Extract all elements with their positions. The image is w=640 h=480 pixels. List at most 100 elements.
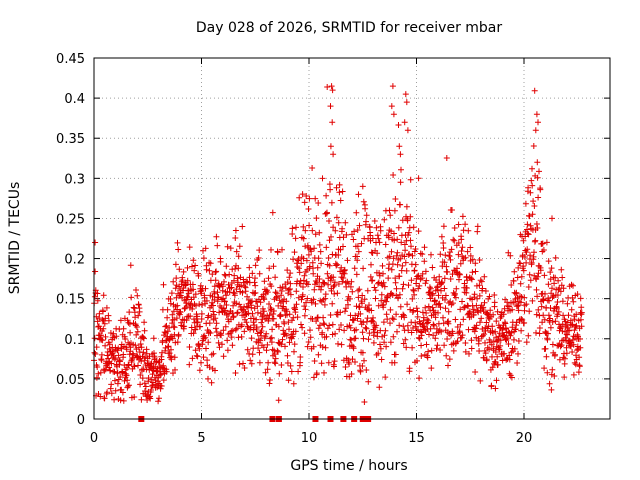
data-point [333,262,340,269]
data-point [515,338,522,344]
data-point [285,377,292,384]
data-point [483,319,490,326]
data-point [312,195,319,202]
data-point [279,336,286,343]
data-point [545,281,552,288]
data-point [388,103,395,110]
data-point [205,339,212,346]
data-point [402,336,409,343]
data-point [436,300,443,307]
data-point [244,346,251,353]
data-point [386,207,393,214]
data-point [392,196,399,202]
data-point [194,353,201,360]
data-point [559,298,566,305]
data-point [135,301,142,308]
data-point [405,229,412,236]
data-point [361,296,368,303]
data-point [192,291,199,298]
data-point [476,292,483,299]
data-point [242,288,249,295]
data-point [505,303,512,310]
data-point [230,302,237,309]
data-point [419,309,426,316]
data-point [309,316,316,322]
data-point [102,333,109,340]
data-point [450,236,457,243]
data-point [449,207,455,213]
data-point [474,228,481,235]
data-point [360,198,367,205]
data-point [165,343,172,350]
data-point [179,294,185,301]
data-point [274,249,281,256]
data-point [295,368,302,375]
data-point [376,272,383,279]
data-point [296,269,303,276]
data-point [542,345,549,352]
data-point [540,296,547,303]
data-point [368,307,375,314]
data-point [368,249,375,256]
chart-title: Day 028 of 2026, SRMTID for receiver mba… [196,20,503,36]
data-point [303,278,310,285]
data-point [286,339,293,346]
data-point [454,338,461,345]
data-point [292,309,299,316]
data-point [541,272,548,279]
data-point [515,307,522,314]
data-point [391,230,397,237]
data-point [414,357,420,364]
data-point [376,270,383,276]
data-point [464,248,471,255]
data-point [378,356,385,363]
data-point [131,394,138,400]
data-point [170,308,177,315]
data-point [413,305,420,312]
y-tick-label: 0.3 [64,172,85,187]
data-point [452,290,458,297]
data-point [108,390,115,397]
data-point [407,176,414,183]
data-point [335,340,341,347]
data-point [235,279,241,286]
data-point [359,183,366,190]
data-point [271,351,278,358]
data-point [290,256,297,263]
data-point [203,297,210,304]
data-point [437,251,444,258]
data-point [533,311,540,318]
data-point [401,241,408,248]
data-point [290,380,297,387]
data-point [450,347,457,354]
data-point [526,271,533,278]
data-point [289,231,296,237]
data-point [459,244,466,251]
data-point [192,326,199,333]
data-point [304,343,311,350]
data-point [441,285,448,292]
data-point [523,301,530,308]
data-point [297,280,304,287]
data-point [507,252,514,259]
data-point [429,264,436,271]
data-point [213,268,220,275]
data-point [220,295,227,302]
data-point [196,301,203,308]
data-point [359,363,366,369]
data-point [456,328,463,335]
data-point [419,270,426,277]
data-point [469,269,476,276]
data-point [264,289,271,296]
data-point [316,229,323,236]
data-point [228,334,235,341]
data-point [179,277,186,284]
data-point [120,397,127,404]
data-point [264,341,271,348]
data-point [387,212,394,219]
data-point [468,345,475,352]
data-point [306,222,313,229]
data-point [410,307,417,314]
data-point [355,287,362,294]
data-point [363,218,369,225]
